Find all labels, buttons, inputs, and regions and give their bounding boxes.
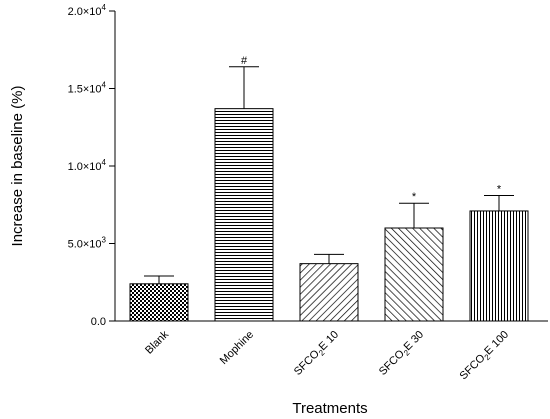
x-tick-label: SFCO2E 10 — [292, 329, 343, 380]
x-tick-label: Blank — [143, 328, 171, 356]
bar — [299, 263, 359, 322]
y-tick-label: 1.0×104 — [68, 158, 107, 173]
bar — [384, 227, 444, 322]
y-axis-title: Increase in baseline (%) — [9, 86, 26, 247]
significance-mark: * — [497, 183, 502, 195]
bar — [214, 108, 274, 322]
significance-marks: # * * — [241, 55, 502, 203]
bar — [469, 210, 529, 322]
significance-mark: * — [412, 191, 417, 203]
y-tick-label: 2.0×104 — [68, 3, 107, 18]
y-tick-label: 5.0×103 — [68, 236, 107, 251]
x-tick-label: SFCO2E 100 — [458, 329, 513, 384]
y-tick-label: 0.0 — [91, 316, 106, 328]
x-axis-title: Treatments — [292, 400, 367, 417]
x-tick-label: SFCO2E 30 — [377, 329, 428, 380]
x-tick-label: Mophine — [218, 329, 256, 367]
y-axis: 0.0 5.0×103 1.0×104 1.5×104 2.0×104 — [68, 3, 116, 328]
y-tick-label: 1.5×104 — [68, 81, 107, 96]
significance-mark: # — [241, 55, 248, 67]
category-labels: Blank Mophine SFCO2E 10 SFCO2E 30 SFCO2E 100 — [143, 328, 513, 384]
error-bars — [144, 66, 514, 284]
bar — [129, 283, 189, 322]
bars — [129, 108, 529, 322]
